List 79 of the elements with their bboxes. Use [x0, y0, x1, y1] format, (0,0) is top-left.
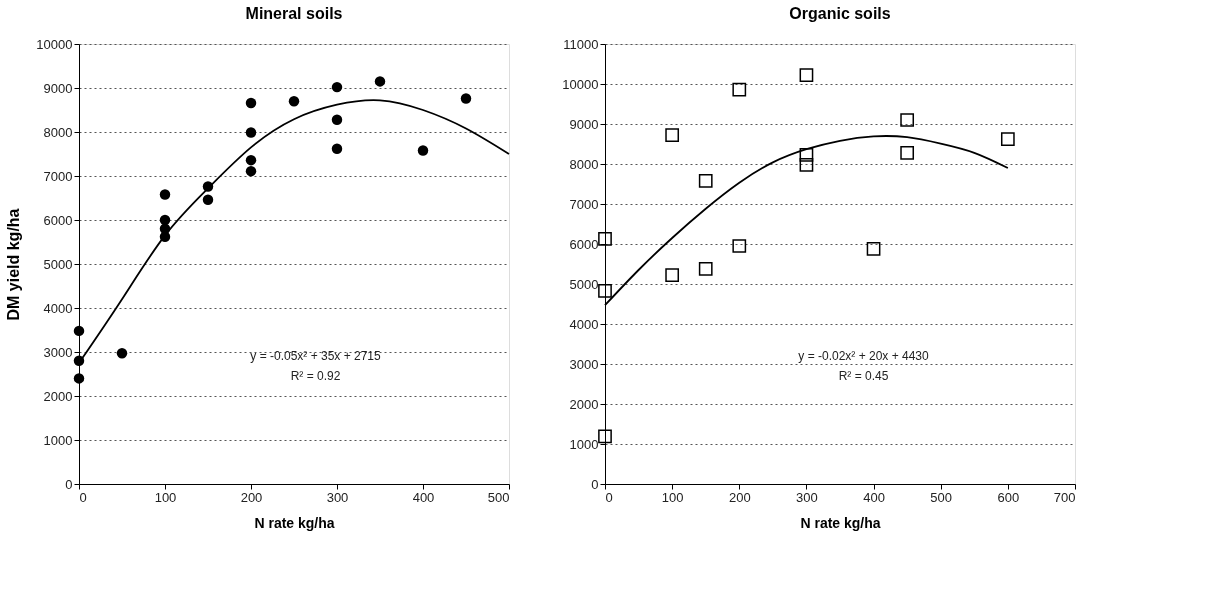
- point: [1000, 132, 1015, 147]
- annotation: y = -0.05x² + 35x + 2715: [250, 349, 382, 364]
- point: [866, 241, 881, 256]
- point: [732, 239, 747, 253]
- point: [331, 143, 343, 154]
- x-tick-label: 0: [79, 489, 87, 505]
- y-tick-label: 1000: [569, 436, 599, 452]
- y-tick-label: 6000: [43, 212, 73, 228]
- annotation: R² = 0.92: [290, 369, 341, 384]
- y-tick-label: 7000: [569, 196, 599, 212]
- point: [665, 128, 680, 143]
- x-tick-label: 0: [605, 489, 613, 505]
- point: [598, 283, 612, 298]
- x-tick-label: 300: [326, 489, 349, 505]
- y-tick-label: 6000: [569, 236, 599, 252]
- point: [245, 154, 257, 166]
- y-tick-label: 5000: [43, 256, 73, 272]
- y-tick-label: 4000: [569, 316, 599, 332]
- x-tick-label: 400: [412, 489, 435, 505]
- point: [202, 194, 214, 205]
- x-tick-label: 100: [661, 489, 684, 505]
- point: [698, 173, 713, 188]
- point: [245, 127, 257, 138]
- x-axis-title: N rate kg/ha: [254, 514, 335, 531]
- x-tick-label: 400: [863, 489, 885, 505]
- point: [288, 95, 300, 107]
- x-tick-label: 600: [997, 489, 1020, 505]
- point: [159, 214, 171, 226]
- y-tick-label: 0: [591, 476, 599, 492]
- point: [460, 93, 472, 104]
- y-tick-label: 1000: [43, 432, 73, 448]
- y-tick-label: 0: [65, 476, 73, 492]
- point: [900, 145, 915, 160]
- point: [331, 114, 343, 125]
- point: [73, 325, 85, 337]
- y-tick-label: 3000: [43, 344, 73, 360]
- x-tick-label: 100: [154, 489, 177, 505]
- y-tick-label: 5000: [569, 276, 599, 292]
- y-tick-label: 2000: [43, 388, 73, 404]
- y-tick-label: 4000: [43, 300, 73, 316]
- point: [417, 145, 429, 156]
- x-tick-label: 500: [487, 489, 510, 505]
- annotation: y = -0.02x² + 20x + 4430: [798, 349, 930, 364]
- x-tick-label: 200: [728, 489, 751, 505]
- point: [598, 429, 612, 444]
- point: [116, 348, 128, 359]
- y-tick-label: 11000: [563, 36, 599, 52]
- x-tick-label: 700: [1053, 489, 1076, 505]
- point: [665, 268, 680, 283]
- y-tick-label: 8000: [43, 124, 73, 140]
- y-tick-label: 10000: [562, 76, 599, 92]
- y-tick-label: 9000: [43, 80, 73, 96]
- point: [799, 147, 814, 162]
- point: [245, 97, 257, 109]
- y-tick-label: 7000: [43, 168, 73, 184]
- chart-title: Organic soils: [789, 5, 891, 22]
- y-tick-label: 9000: [569, 116, 599, 132]
- x-tick-label: 500: [930, 489, 953, 505]
- y-tick-label: 8000: [569, 156, 599, 172]
- y-tick-label: 10000: [36, 36, 73, 52]
- y-tick-label: 3000: [569, 356, 599, 372]
- point: [73, 373, 85, 384]
- y-axis-title: DM yield kg/ha: [5, 208, 23, 321]
- chart-title: Mineral soils: [245, 5, 343, 22]
- x-tick-label: 300: [796, 489, 818, 505]
- point: [159, 189, 171, 200]
- point: [598, 231, 612, 246]
- point: [732, 82, 747, 97]
- x-tick-label: 200: [240, 489, 263, 505]
- y-tick-label: 2000: [569, 396, 599, 412]
- point: [374, 76, 386, 87]
- point: [698, 261, 713, 276]
- point: [900, 113, 915, 127]
- point: [799, 68, 814, 83]
- x-axis-title: N rate kg/ha: [800, 514, 881, 531]
- point: [331, 81, 343, 93]
- point: [799, 157, 814, 172]
- annotation: R² = 0.45: [838, 369, 889, 384]
- point: [245, 165, 257, 177]
